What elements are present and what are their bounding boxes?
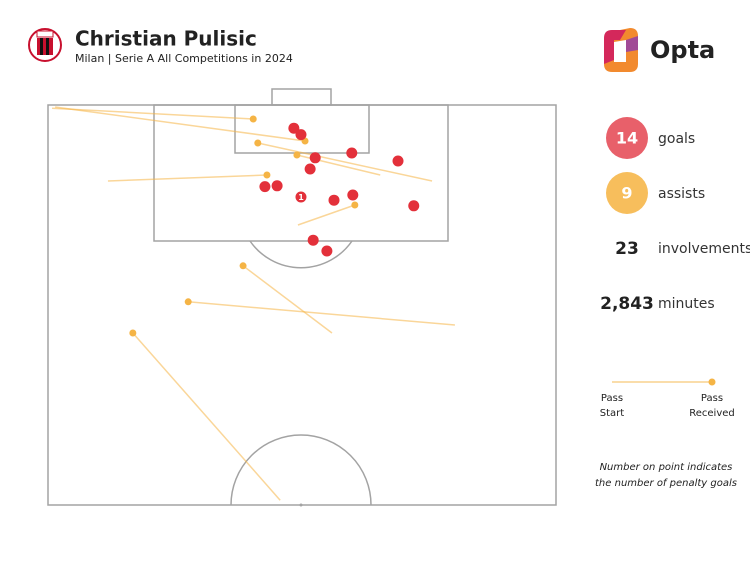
goal-point [321, 245, 333, 257]
goal-point [259, 181, 271, 193]
assist-point [129, 329, 137, 337]
stat-label: involvements [658, 241, 750, 257]
goal-point [288, 122, 300, 134]
goal-point [346, 147, 358, 159]
pass-line [132, 332, 281, 501]
pass-line [188, 301, 455, 326]
note: the number of penalty goals [595, 478, 737, 489]
goal-point [347, 189, 359, 201]
club-badge [28, 28, 62, 62]
stat-value: 9 [621, 184, 632, 203]
assist-point [351, 201, 359, 209]
stat-label: minutes [658, 296, 715, 312]
pass-line [55, 106, 306, 142]
goal-point [392, 155, 404, 167]
legend-label: Pass [701, 393, 723, 404]
stat-badge [606, 172, 648, 214]
brand-logo [604, 28, 638, 72]
legend-dot [708, 378, 716, 386]
assist-point [249, 115, 257, 123]
assist-point [293, 151, 301, 159]
penalty-label: 1 [298, 193, 304, 202]
pass-line [257, 142, 433, 182]
goal-point [304, 163, 316, 175]
legend-label: Pass [601, 393, 623, 404]
pass-line [297, 204, 356, 226]
note: Number on point indicates [600, 462, 733, 473]
stat-value: 14 [616, 129, 638, 148]
goal-point [271, 180, 283, 192]
stat-label: assists [658, 186, 705, 202]
pass-line [107, 174, 267, 182]
goal-point [328, 194, 340, 206]
brand-name: Opta [650, 36, 715, 64]
assist-point [263, 171, 271, 179]
pass-line [52, 107, 254, 120]
chart-subtitle: Milan | Serie A All Competitions in 2024 [75, 52, 293, 65]
legend-label: Received [689, 408, 735, 419]
assist-point [239, 262, 247, 270]
chart-title: Christian Pulisic [75, 27, 257, 51]
goal-point [295, 129, 307, 141]
stat-value: 23 [615, 239, 639, 259]
legend-label: Start [600, 408, 625, 419]
assist-point [254, 139, 262, 147]
assist-point [184, 298, 192, 306]
goal-point [309, 152, 321, 164]
goal-point [295, 191, 307, 203]
goal-point [408, 200, 420, 212]
stat-value: 2,843 [600, 294, 654, 314]
stat-badge [606, 117, 648, 159]
stat-label: goals [658, 131, 695, 147]
pass-line [242, 265, 333, 334]
goal-point [307, 234, 319, 246]
